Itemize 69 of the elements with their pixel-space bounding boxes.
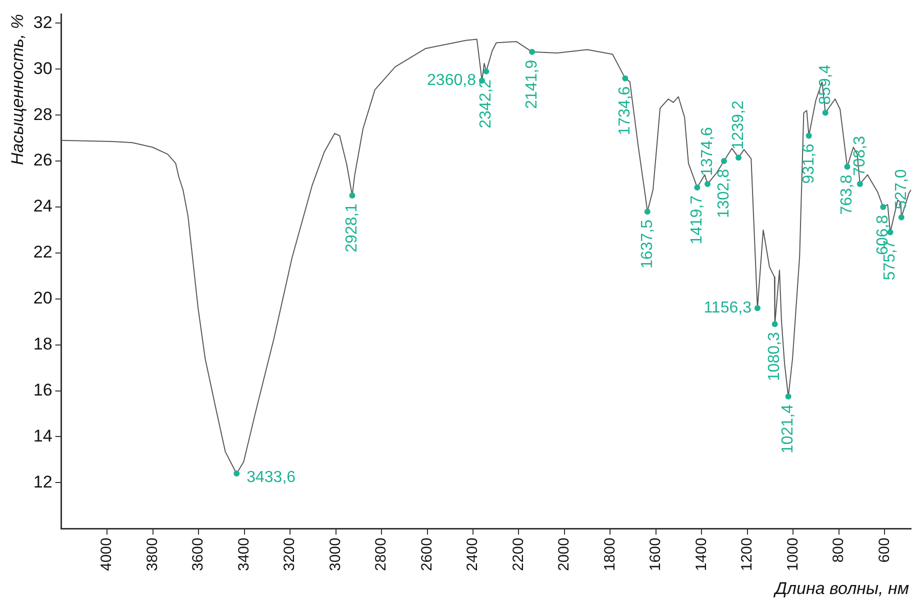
annotation: 1637,5 — [638, 219, 656, 269]
point — [880, 204, 886, 210]
x-tick-label: 800 — [830, 538, 848, 563]
point — [898, 214, 904, 220]
annotation: 1419,7 — [688, 195, 706, 244]
point — [704, 181, 711, 188]
point — [856, 181, 863, 188]
point — [806, 132, 812, 139]
point — [529, 48, 536, 55]
annotation: 763,8 — [838, 174, 856, 215]
y-tick-label: 30 — [33, 58, 52, 78]
y-tick-label: 18 — [33, 334, 52, 354]
annotation: 859,4 — [816, 64, 834, 105]
y-tick-label: 16 — [33, 380, 52, 400]
point — [694, 184, 700, 190]
y-tick-label: 24 — [33, 196, 52, 216]
x-tick-label: 3400 — [235, 538, 252, 572]
annotation: 1239,2 — [730, 100, 747, 150]
x-tick-label: 3600 — [190, 538, 207, 572]
annotation: 1374,6 — [698, 126, 716, 176]
x-tick-label: 600 — [876, 538, 893, 563]
annotation: 2928,1 — [344, 203, 361, 252]
y-tick-label: 28 — [33, 104, 52, 124]
y-tick-label: 22 — [33, 242, 52, 262]
x-tick-label: 1400 — [692, 538, 710, 572]
point — [844, 164, 850, 170]
x-tick-label: 2800 — [372, 538, 390, 572]
x-tick-label: 2200 — [510, 538, 527, 572]
annotation: 2342,2 — [478, 79, 495, 128]
point — [754, 305, 760, 312]
point — [822, 110, 828, 116]
y-tick-label: 14 — [33, 426, 52, 446]
x-tick-label: 2400 — [464, 538, 482, 572]
point — [483, 68, 490, 74]
point — [720, 158, 727, 164]
y-tick-label: 20 — [33, 288, 52, 308]
annotation: 931,6 — [800, 144, 818, 184]
annotation: 3433,6 — [246, 468, 296, 486]
annotation: 527,0 — [892, 169, 910, 210]
annotation: 1302,8 — [715, 168, 732, 218]
y-tick-label: 32 — [33, 12, 52, 32]
annotation: 2141,9 — [523, 60, 540, 109]
x-tick-label: 3000 — [326, 538, 344, 572]
point — [644, 208, 650, 215]
annotation: 708,3 — [851, 136, 868, 176]
y-axis-title: Насыщенность, % — [8, 14, 27, 165]
y-tick-label: 26 — [33, 150, 52, 170]
annotation: 1734,6 — [616, 86, 634, 136]
x-tick-label: 4000 — [98, 538, 116, 572]
annotation: 1080,3 — [766, 332, 784, 382]
x-tick-label: 1600 — [647, 538, 664, 572]
x-tick-label: 3200 — [281, 538, 298, 572]
x-tick-label: 1200 — [738, 538, 756, 572]
point — [622, 75, 628, 82]
annotation: 1156,3 — [704, 299, 752, 316]
point — [349, 192, 356, 198]
x-tick-label: 1800 — [601, 538, 618, 572]
x-tick-label: 1000 — [784, 538, 802, 572]
point — [234, 470, 240, 476]
annotation: 1021,4 — [780, 404, 797, 454]
point — [736, 154, 742, 161]
x-tick-label: 2600 — [418, 538, 436, 572]
point — [772, 321, 778, 328]
x-tick-label: 2000 — [556, 538, 573, 572]
point — [785, 394, 792, 400]
x-axis-title: Длина волны, нм — [772, 579, 910, 598]
annotation: 2360,8 — [427, 72, 476, 90]
x-tick-label: 3800 — [144, 538, 161, 572]
y-tick-label: 12 — [33, 472, 52, 492]
